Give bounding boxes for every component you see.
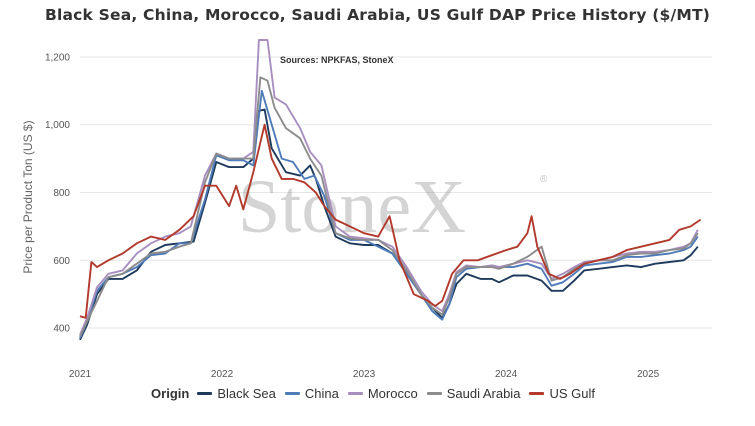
watermark-text: StoneX [238, 165, 466, 249]
legend-item-black-sea[interactable]: Black Sea [197, 386, 276, 401]
watermark: StoneX ® [238, 165, 548, 249]
y-axis-label: Price per Product Ton (US $) [21, 120, 35, 273]
y-tick-label: 800 [53, 188, 70, 199]
legend-swatch-black-sea [197, 392, 213, 395]
y-axis-ticks: 400 600 800 1,000 1,200 [45, 52, 70, 334]
gridlines [80, 56, 712, 329]
legend-label-saudi-arabia: Saudi Arabia [446, 386, 521, 401]
legend-label-morocco: Morocco [367, 386, 418, 401]
series-lines [79, 39, 702, 341]
chart-title: Black Sea, China, Morocco, Saudi Arabia,… [44, 6, 711, 24]
y-tick-label: 400 [53, 324, 70, 335]
legend-item-saudi-arabia[interactable]: Saudi Arabia [426, 386, 521, 401]
source-note: Sources: NPKFAS, StoneX [280, 55, 394, 65]
x-tick-label: 2021 [69, 369, 92, 380]
legend: Origin Black Sea China Morocco Saudi Ara… [0, 386, 755, 401]
x-tick-label: 2022 [211, 369, 234, 380]
legend-item-morocco[interactable]: Morocco [347, 386, 418, 401]
legend-swatch-us-gulf [529, 392, 545, 395]
x-tick-label: 2023 [353, 369, 376, 380]
series-line-us-gulf [79, 123, 702, 319]
legend-swatch-china [284, 392, 300, 395]
series-line-morocco [79, 39, 699, 336]
legend-item-us-gulf[interactable]: US Gulf [529, 386, 595, 401]
watermark-registered-mark: ® [540, 174, 548, 185]
y-tick-label: 1,200 [45, 52, 70, 63]
x-axis-ticks: 2021 2022 2023 2024 2025 [69, 369, 660, 380]
x-tick-label: 2024 [495, 369, 518, 380]
legend-label-china: China [304, 386, 339, 401]
x-tick-label: 2025 [637, 369, 660, 380]
legend-label-us-gulf: US Gulf [549, 386, 595, 401]
legend-title: Origin [151, 386, 190, 401]
y-tick-label: 1,000 [45, 120, 70, 131]
y-tick-label: 600 [53, 256, 70, 267]
legend-swatch-saudi-arabia [426, 392, 442, 395]
legend-label-black-sea: Black Sea [217, 386, 276, 401]
series-line-china [79, 89, 699, 339]
legend-swatch-morocco [347, 392, 363, 395]
legend-item-china[interactable]: China [284, 386, 339, 401]
